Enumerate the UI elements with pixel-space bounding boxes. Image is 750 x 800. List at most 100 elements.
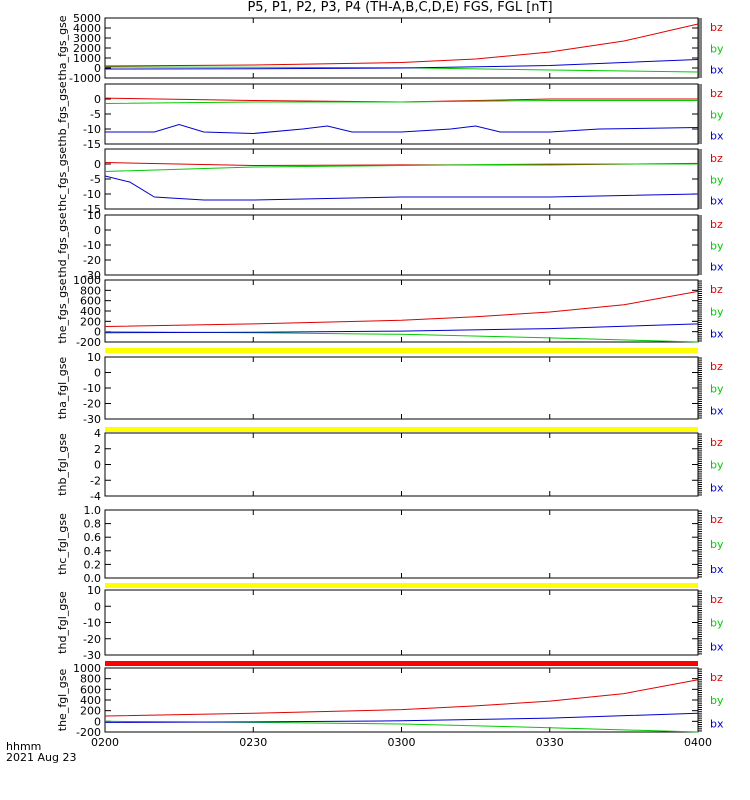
y-tick-label: -1000 — [69, 72, 101, 85]
y-tick-label: 800 — [80, 284, 101, 297]
y-tick-label: 0.8 — [84, 518, 102, 531]
legend-bz: bz — [710, 218, 723, 231]
y-axis-label: thb_fgs_gse — [56, 81, 69, 147]
y-tick-label: 3000 — [73, 32, 101, 45]
series-line-bz — [104, 679, 699, 717]
y-tick-label: 10 — [87, 584, 101, 597]
y-tick-label: -10 — [83, 382, 101, 395]
legend-bx: bx — [710, 328, 724, 341]
y-tick-label: -4 — [90, 490, 101, 503]
legend-bx: bx — [710, 130, 724, 143]
legend-bz: bz — [710, 21, 723, 34]
y-tick-label: 10 — [87, 209, 101, 222]
y-tick-label: -15 — [83, 138, 101, 151]
y-tick-label: 1000 — [73, 274, 101, 287]
panel-thd_fgl_gse: -30 -20 -10 0 10 thd_fgl_gse bz by bx — [56, 584, 724, 662]
x-tick-label: 0230 — [239, 736, 267, 749]
legend-by: by — [710, 173, 724, 186]
panel-thd_fgs_gse: -30 -20 -10 0 10 thd_fgs_gse bz by bx — [56, 209, 724, 282]
y-tick-label: 10 — [87, 351, 101, 364]
legend-bx: bx — [710, 261, 724, 274]
y-tick-label: -10 — [83, 188, 101, 201]
y-tick-label: 5000 — [73, 12, 101, 25]
panel-thc_fgl_gse: 0.00.20.40.60.81.0 thc_fgl_gse bz by bx — [56, 504, 724, 585]
legend-bx: bx — [710, 481, 724, 494]
legend-by: by — [710, 239, 724, 252]
y-tick-label: -30 — [83, 649, 101, 662]
legend-by: by — [710, 694, 724, 707]
series-line-bx — [104, 59, 699, 70]
x-tick-label: 0300 — [388, 736, 416, 749]
legend-by: by — [710, 538, 724, 551]
y-tick-label: 600 — [80, 683, 101, 696]
y-tick-label: 2000 — [73, 42, 101, 55]
legend-bx: bx — [710, 563, 724, 576]
y-tick-label: -10 — [83, 617, 101, 630]
y-tick-label: -10 — [83, 239, 101, 252]
y-tick-label: 0.4 — [84, 545, 102, 558]
y-tick-label: -2 — [90, 474, 101, 487]
y-tick-label: -5 — [90, 173, 101, 186]
y-tick-label: 200 — [80, 315, 101, 328]
y-tick-label: -15 — [83, 203, 101, 216]
y-tick-label: 0 — [94, 158, 101, 171]
x-tick-label: 0400 — [684, 736, 712, 749]
y-tick-label: -5 — [90, 108, 101, 121]
y-tick-label: 2 — [94, 443, 101, 456]
y-tick-label: 0 — [94, 326, 101, 339]
series-line-by — [104, 100, 698, 104]
panel-frame — [104, 148, 699, 210]
y-tick-label: 0.0 — [84, 572, 102, 585]
legend-bz: bz — [710, 360, 723, 373]
panel-frame — [104, 356, 699, 420]
legend-bz: bz — [710, 436, 723, 449]
y-tick-label: 0 — [94, 715, 101, 728]
date-label: 2021 Aug 23 — [6, 751, 77, 764]
series-line-bx — [105, 123, 699, 135]
y-tick-label: 1.0 — [84, 504, 102, 517]
y-axis-label: thb_fgl_gse — [56, 433, 69, 496]
y-tick-label: -200 — [76, 726, 101, 739]
legend-by: by — [710, 382, 724, 395]
x-tick-label: 0330 — [536, 736, 564, 749]
y-tick-label: 4000 — [73, 22, 101, 35]
y-axis-label: tha_fgl_gse — [56, 357, 69, 420]
legend-bz: bz — [710, 671, 723, 684]
y-tick-label: 4 — [94, 427, 101, 440]
y-tick-label: 1000 — [73, 52, 101, 65]
panel-tha_fgl_gse: -30 -20 -10 0 10 tha_fgl_gse bz by bx — [56, 351, 724, 426]
series-line-bx — [104, 175, 699, 201]
legend-bx: bx — [710, 195, 724, 208]
y-tick-label: 0 — [94, 600, 101, 613]
y-tick-label: -20 — [83, 254, 101, 267]
y-tick-label: 0 — [94, 459, 101, 472]
panel-thc_fgs_gse: -15 -10 -5 0 thc_fgs_gse bz by bx — [56, 147, 724, 216]
x-tick-label: 0200 — [91, 736, 119, 749]
y-tick-label: 400 — [80, 305, 101, 318]
legend-by: by — [710, 459, 724, 472]
y-tick-label: 0.6 — [84, 531, 102, 544]
flag-bar-yellow — [105, 427, 698, 432]
y-tick-label: 1000 — [73, 662, 101, 675]
legend-bz: bz — [710, 593, 723, 606]
legend-by: by — [710, 305, 724, 318]
series-line-bz — [104, 23, 699, 67]
y-axis-label: thd_fgl_gse — [56, 591, 69, 654]
y-tick-label: 0 — [94, 367, 101, 380]
legend-by: by — [710, 108, 724, 121]
y-tick-label: 800 — [80, 673, 101, 686]
flag-bar-yellow — [105, 348, 698, 353]
y-tick-label: 0 — [94, 93, 101, 106]
panel-frame — [104, 83, 699, 145]
legend-bx: bx — [710, 405, 724, 418]
y-tick-label: 0 — [94, 224, 101, 237]
y-tick-label: 200 — [80, 705, 101, 718]
legend-bz: bz — [710, 283, 723, 296]
legend-by: by — [710, 42, 724, 55]
y-tick-label: -30 — [83, 269, 101, 282]
y-axis-label: the_fgs_gse — [56, 278, 69, 343]
